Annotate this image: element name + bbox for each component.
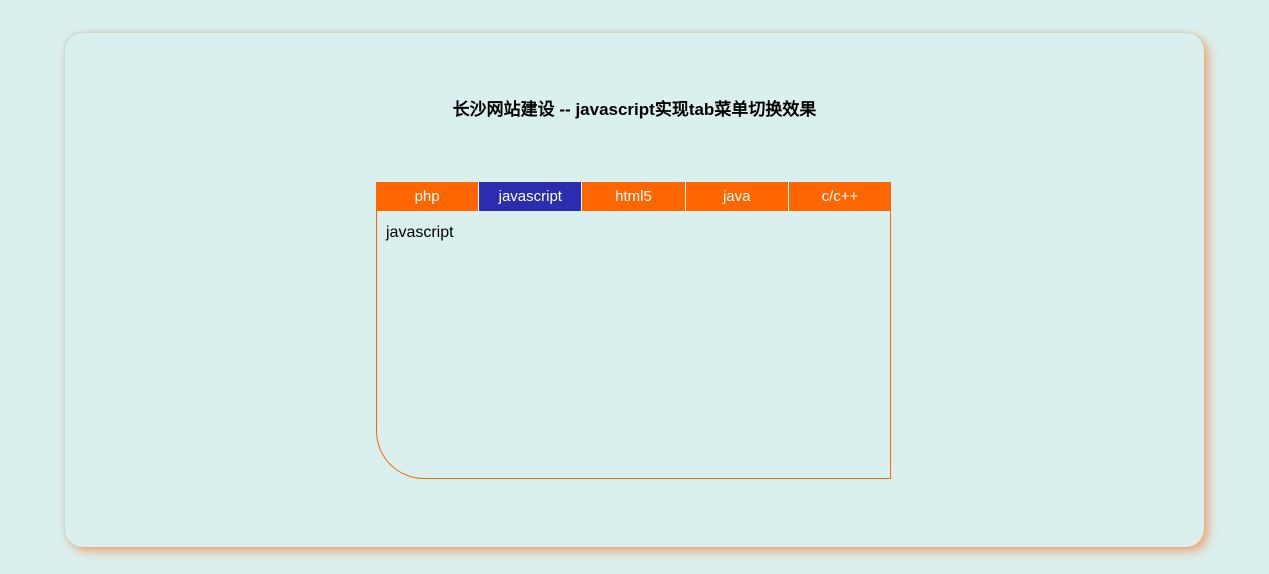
main-card: 长沙网站建设 -- javascript实现tab菜单切换效果 php java… (65, 33, 1204, 547)
tab-content: javascript (376, 211, 891, 479)
page-title: 长沙网站建设 -- javascript实现tab菜单切换效果 (65, 33, 1204, 120)
tab-html5[interactable]: html5 (582, 182, 685, 211)
tab-php[interactable]: php (376, 182, 479, 211)
tab-header: php javascript html5 java c/c++ (376, 182, 891, 211)
tab-javascript[interactable]: javascript (479, 182, 582, 211)
tab-java[interactable]: java (686, 182, 789, 211)
tab-content-text: javascript (386, 224, 454, 241)
tab-wrapper: php javascript html5 java c/c++ javascri… (376, 182, 891, 479)
tab-ccpp[interactable]: c/c++ (789, 182, 891, 211)
